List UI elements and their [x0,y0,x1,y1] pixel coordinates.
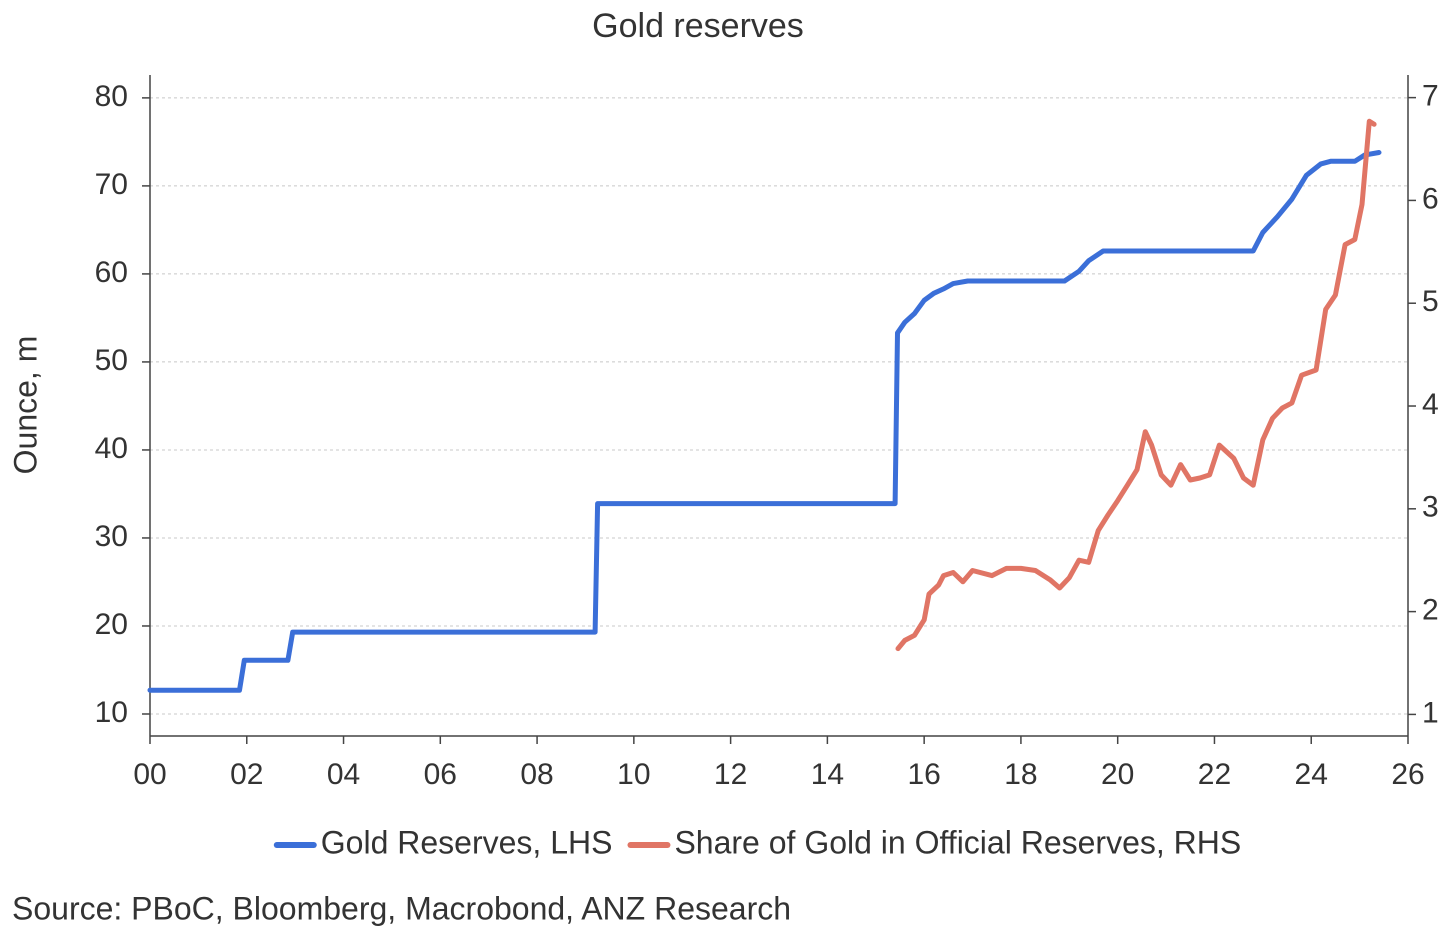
x-tick-label: 20 [1101,758,1134,791]
y2-tick-label: 4 [1422,388,1439,421]
y2-tick-label: 5 [1422,285,1439,318]
legend-label: Gold Reserves, LHS [321,824,613,860]
y2-tick-label: 3 [1422,491,1439,524]
x-tick-label: 22 [1198,758,1231,791]
source-note: Source: PBoC, Bloomberg, Macrobond, ANZ … [12,890,791,926]
data-line [147,150,1382,693]
y-tick-label: 50 [95,344,128,377]
y-tick-label: 60 [95,256,128,289]
y2-tick-label: 6 [1422,182,1439,215]
x-tick-label: 12 [714,758,747,791]
x-tick-label: 04 [327,758,360,791]
y-tick-label: 80 [95,80,128,113]
legend-label: Share of Gold in Official Reserves, RHS [674,824,1241,860]
y-tick-label: 30 [95,520,128,553]
x-tick-label: 02 [230,758,263,791]
x-tick-label: 18 [1004,758,1037,791]
data-line [895,118,1377,652]
y-axis-label: Ounce, m [7,336,43,475]
y2-tick-label: 1 [1422,696,1439,729]
x-tick-label: 08 [520,758,553,791]
y-tick-label: 40 [95,432,128,465]
y2-tick-label: 7 [1422,80,1439,113]
chart-title: Gold reserves [592,7,804,45]
x-tick-label: 10 [617,758,650,791]
x-tick-label: 06 [424,758,457,791]
y-tick-label: 70 [95,168,128,201]
y-tick-label: 20 [95,608,128,641]
x-tick-label: 24 [1295,758,1328,791]
x-tick-label: 00 [133,758,166,791]
x-tick-label: 14 [811,758,844,791]
y-tick-label: 10 [95,696,128,729]
y2-tick-label: 2 [1422,594,1439,627]
x-tick-label: 26 [1391,758,1424,791]
x-tick-label: 16 [907,758,940,791]
